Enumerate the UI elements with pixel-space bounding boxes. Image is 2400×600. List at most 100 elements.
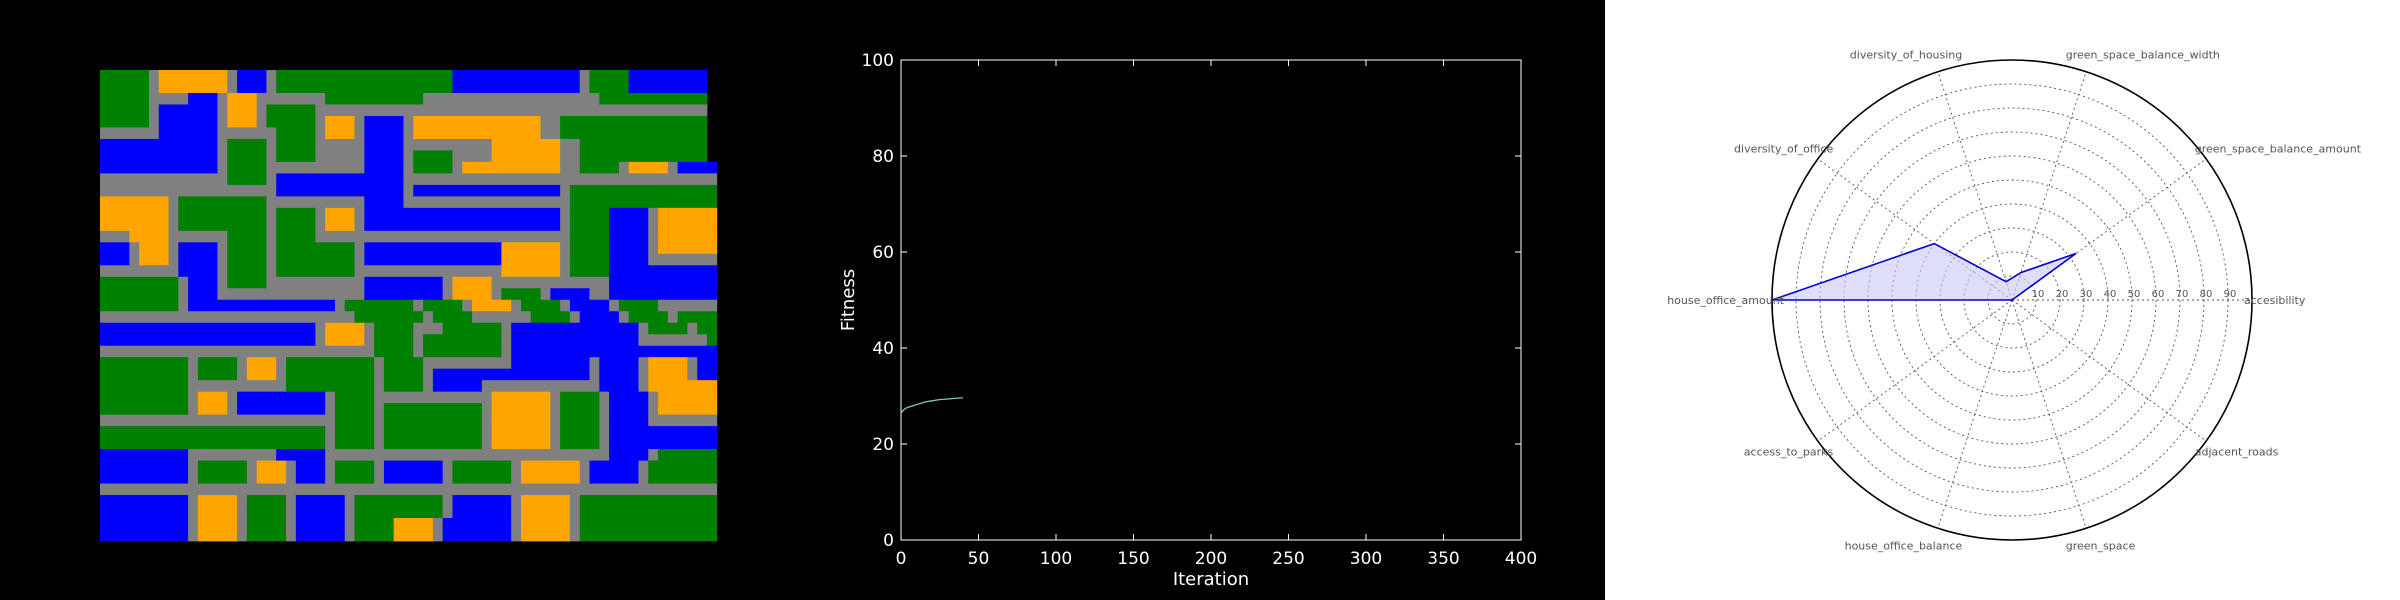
map-cell-green bbox=[227, 173, 267, 186]
map-cell-road bbox=[687, 368, 698, 381]
map-cell-road bbox=[364, 322, 375, 335]
radar-spoke bbox=[1937, 71, 2013, 301]
map-cell-office bbox=[609, 288, 718, 301]
map-cell-green bbox=[628, 311, 669, 324]
map-cell-green bbox=[354, 311, 424, 324]
map-cell-office bbox=[609, 207, 649, 220]
map-cell-road bbox=[374, 368, 385, 381]
map-cell-road bbox=[569, 506, 581, 519]
map-cell-office bbox=[609, 276, 718, 289]
map-cell-road bbox=[344, 506, 355, 519]
map-cell-road bbox=[599, 391, 610, 404]
map-cell-road bbox=[237, 357, 248, 370]
map-cell-road bbox=[618, 161, 630, 174]
map-cell-office bbox=[178, 242, 218, 255]
map-cell-office bbox=[364, 138, 404, 151]
x-tick-label: 0 bbox=[896, 549, 907, 569]
map-cell-housing bbox=[472, 299, 512, 312]
map-cell-housing bbox=[139, 242, 169, 255]
map-cell-green bbox=[100, 115, 150, 128]
map-cell-housing bbox=[100, 219, 169, 232]
map-cell-green bbox=[530, 311, 571, 324]
map-cell-housing bbox=[491, 138, 561, 151]
map-cell-road bbox=[403, 161, 414, 174]
map-cell-office bbox=[609, 230, 649, 243]
map-cell-road bbox=[178, 288, 189, 301]
map-cell-road bbox=[442, 506, 453, 519]
map-cell-green bbox=[569, 242, 610, 255]
radar-category-label: house_office_balance bbox=[1845, 539, 1963, 552]
map-cell-green bbox=[100, 81, 150, 94]
map-cell-green bbox=[178, 219, 267, 232]
map-cell-road bbox=[148, 81, 160, 94]
map-cell-road bbox=[217, 161, 228, 174]
map-cell-office bbox=[100, 506, 189, 519]
map-cell-road bbox=[266, 138, 277, 151]
map-cell-office bbox=[697, 357, 718, 370]
map-cell-green bbox=[276, 230, 316, 243]
map-cell-road bbox=[579, 70, 590, 82]
map-cell-green bbox=[246, 495, 287, 507]
map-cell-office bbox=[383, 472, 444, 484]
map-cell-office bbox=[100, 529, 189, 542]
map-cell-road bbox=[266, 219, 277, 232]
map-cell-office bbox=[609, 426, 718, 439]
y-tick-label: 0 bbox=[883, 531, 894, 551]
map-cell-green bbox=[100, 437, 326, 450]
map-cell-housing bbox=[520, 460, 581, 473]
map-cell-road bbox=[374, 391, 493, 404]
radar-tick-label: 30 bbox=[2080, 289, 2093, 300]
map-cell-road bbox=[344, 518, 355, 530]
map-cell-road bbox=[315, 115, 326, 128]
map-cell-road bbox=[168, 242, 179, 255]
map-cell-road bbox=[286, 495, 297, 507]
map-cell-road bbox=[188, 391, 199, 404]
map-cell-housing bbox=[227, 104, 258, 117]
map-cell-road bbox=[315, 334, 326, 347]
map-cell-green bbox=[246, 529, 287, 542]
map-cell-road bbox=[354, 242, 365, 255]
map-cell-road bbox=[481, 403, 493, 416]
map-cell-housing bbox=[520, 518, 571, 530]
map-cell-office bbox=[295, 518, 346, 530]
map-cell-road bbox=[481, 437, 493, 450]
map-cell-road bbox=[540, 115, 561, 128]
map-cell-office bbox=[609, 403, 649, 416]
radar-tick-label: 40 bbox=[2104, 289, 2117, 300]
map-cell-office bbox=[100, 495, 189, 507]
map-cell-road bbox=[237, 518, 248, 530]
radar-tick-label: 20 bbox=[2056, 289, 2069, 300]
map-cell-road bbox=[188, 518, 199, 530]
map-cell-office bbox=[178, 265, 218, 278]
map-cell-green bbox=[423, 345, 502, 358]
map-cell-office bbox=[432, 380, 483, 393]
map-cell-green bbox=[374, 345, 414, 358]
map-cell-road bbox=[599, 414, 610, 427]
map-cell-housing bbox=[628, 161, 669, 174]
map-cell-office bbox=[188, 276, 218, 289]
map-cell-road bbox=[266, 253, 277, 266]
map-cell-office bbox=[178, 253, 218, 266]
map-cell-green bbox=[569, 207, 610, 220]
map-cell-office bbox=[452, 506, 512, 519]
map-cell-road bbox=[256, 92, 326, 105]
map-cell-road bbox=[100, 345, 375, 358]
map-cell-road bbox=[374, 460, 385, 473]
map-cell-road bbox=[315, 150, 365, 163]
map-cell-green bbox=[383, 437, 483, 450]
map-cell-road bbox=[217, 276, 228, 289]
map-cell-housing bbox=[658, 403, 718, 416]
map-cell-green bbox=[334, 414, 375, 427]
radar-grid-ring bbox=[1987, 275, 2037, 325]
map-cell-road bbox=[638, 368, 649, 381]
map-cell-office bbox=[100, 518, 189, 530]
map-cell-green bbox=[276, 138, 316, 151]
map-cell-road bbox=[354, 207, 365, 220]
x-tick-label: 100 bbox=[1040, 549, 1072, 569]
map-cell-road bbox=[511, 518, 522, 530]
map-cell-housing bbox=[491, 426, 551, 439]
map-cell-road bbox=[286, 529, 297, 542]
plot-frame bbox=[900, 59, 1522, 541]
map-cell-office bbox=[100, 449, 189, 461]
